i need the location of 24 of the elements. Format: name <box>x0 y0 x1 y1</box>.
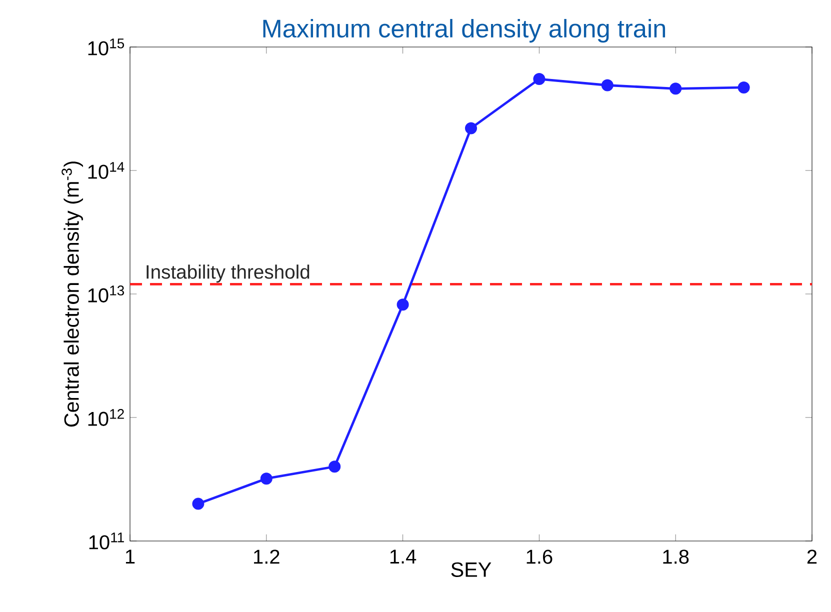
point <box>465 122 478 134</box>
point <box>396 298 409 311</box>
x-tick-label: 1.4 <box>390 550 416 564</box>
chart-title: Maximum central density along train <box>263 18 666 43</box>
x-tick-label: 1 <box>126 550 135 564</box>
point <box>601 79 614 92</box>
y-tick-label: 10$^{14}$ <box>88 162 124 179</box>
y-tick-label: 10$^{15}$ <box>88 38 124 56</box>
point <box>670 82 682 95</box>
point <box>738 81 750 94</box>
y-tick-label: 10$^{12}$ <box>88 409 124 426</box>
y-tick-label: 10$^{11}$ <box>89 532 124 550</box>
point <box>260 472 272 485</box>
point <box>533 73 546 86</box>
ref-line-label: Instability threshold <box>146 264 310 283</box>
x-axis-title: SEY <box>451 562 492 577</box>
y-axis-title: Central electron density (m$^{-3}$) <box>62 162 83 427</box>
y-tick-label: 10$^{13}$ <box>88 286 124 302</box>
x-tick-label: 1.8 <box>663 550 689 564</box>
x-tick-label: 1.6 <box>526 550 552 564</box>
x-tick-label: 1.2 <box>254 550 280 564</box>
point <box>328 460 341 473</box>
point <box>192 498 204 510</box>
x-tick-label: 2 <box>807 550 817 564</box>
